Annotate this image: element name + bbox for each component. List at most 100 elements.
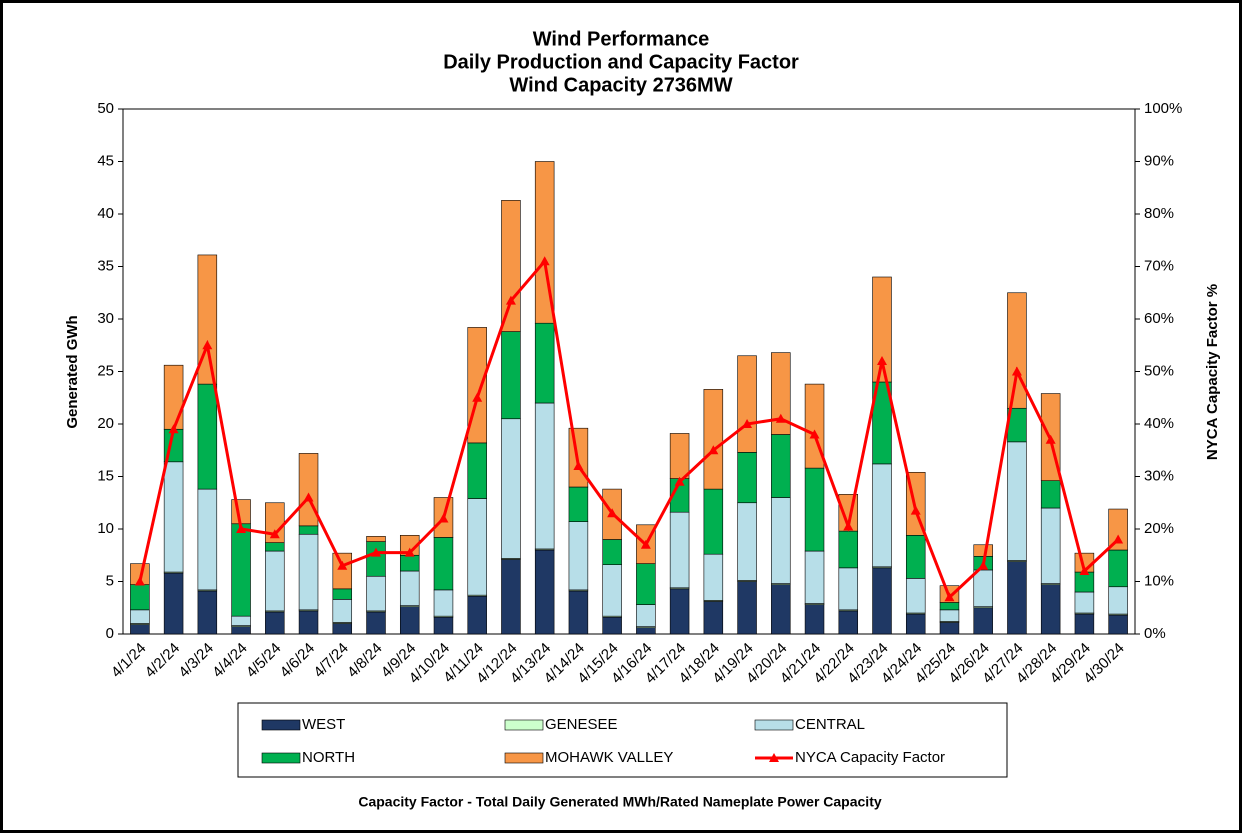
bar-segment [568, 521, 589, 591]
bar-segment [366, 541, 386, 577]
bar-segment [231, 626, 251, 635]
bar-segment [130, 624, 150, 635]
bar-segment [1007, 292, 1027, 409]
bar-segment [905, 578, 926, 614]
bar-segment [804, 550, 825, 604]
line-marker [978, 560, 989, 570]
bar-segment [534, 402, 555, 550]
bar-segment [501, 200, 521, 332]
bar-segment [366, 536, 386, 542]
bar-segment [1108, 614, 1128, 635]
bar-segment [1007, 441, 1027, 561]
bar-segment [1074, 571, 1095, 593]
bar-segment [197, 383, 218, 490]
legend-swatch [504, 752, 544, 764]
line-marker [438, 513, 449, 523]
legend-swatch [754, 719, 794, 731]
line-marker [168, 424, 179, 434]
bar-segment [669, 588, 690, 635]
line-marker [640, 539, 651, 549]
y2-tick-label: 50% [1144, 362, 1174, 379]
chart-title: Daily Production and Capacity Factor [443, 51, 799, 73]
line-marker [809, 429, 820, 439]
bar-segment [602, 539, 622, 566]
y2-tick-label: 20% [1144, 520, 1174, 537]
bar-segment [737, 355, 757, 453]
bar-segment [534, 549, 555, 635]
bar-segment [298, 533, 319, 611]
legend-swatch [261, 719, 301, 731]
y-tick-label: 10 [97, 520, 114, 537]
y2-tick-label: 70% [1144, 257, 1174, 274]
bar-segment [905, 534, 926, 579]
legend-label: CENTRAL [795, 716, 865, 733]
y-tick-label: 35 [97, 257, 114, 274]
line-marker [674, 476, 685, 486]
bar-segment [197, 590, 218, 635]
bar-segment [1108, 586, 1128, 615]
bar-segment [366, 611, 386, 635]
bar-segment [366, 575, 386, 612]
legend-label: WEST [302, 716, 345, 733]
bar-segment [669, 511, 690, 589]
line-marker [202, 340, 213, 350]
bar-segment [231, 499, 251, 525]
bar-segment [602, 564, 622, 617]
bar-segment [838, 530, 859, 569]
legend-label: MOHAWK VALLEY [545, 749, 673, 766]
bar-segment [332, 552, 353, 590]
bar-segment [130, 584, 150, 611]
bar-segment [163, 461, 184, 573]
bar-segment [872, 463, 892, 568]
bar-segment [939, 622, 960, 635]
bar-segment [872, 276, 892, 383]
bar-segment [467, 442, 487, 499]
footnote: Capacity Factor - Total Daily Generated … [358, 794, 882, 810]
legend-label: NYCA Capacity Factor [795, 749, 945, 766]
y-tick-label: 40 [97, 205, 114, 222]
bar-segment [130, 609, 150, 624]
bar-segment [197, 488, 218, 591]
bar-segment [771, 584, 791, 635]
bar-segment [973, 607, 993, 635]
bar-segment [703, 553, 724, 601]
bar-segment [231, 523, 251, 617]
bar-segment [163, 364, 184, 430]
line-marker [236, 524, 247, 533]
y2-tick-label: 60% [1144, 310, 1174, 327]
bar-segment [737, 452, 757, 504]
y-tick-label: 45 [97, 152, 114, 169]
y2-tick-label: 80% [1144, 205, 1174, 222]
bar-segment [332, 623, 353, 635]
bar-segment [332, 599, 353, 623]
bar-segment [265, 611, 285, 635]
bar-segment [467, 498, 487, 596]
line-marker [708, 445, 719, 455]
bar-segment [737, 581, 757, 635]
bar-segment [703, 601, 724, 635]
bar-segment [1040, 507, 1061, 584]
bar-segment [433, 589, 454, 617]
y-tick-label: 15 [97, 467, 114, 484]
bar-segment [1007, 561, 1027, 635]
bar-segment [703, 488, 724, 555]
bar-segment [636, 604, 656, 627]
line-marker [472, 392, 483, 402]
bar-segment [265, 550, 285, 612]
bar-segment [838, 567, 859, 611]
bar-segment [1074, 613, 1095, 635]
line-marker [337, 560, 348, 570]
y-tick-label: 50 [97, 100, 114, 117]
bar-segment [973, 544, 993, 557]
bar-segment [501, 418, 521, 559]
bar-segment [534, 322, 555, 404]
legend-swatch [769, 753, 779, 762]
line-marker [404, 547, 415, 557]
line-marker [1011, 366, 1022, 376]
line-marker [607, 508, 618, 518]
bar-segment [973, 569, 993, 608]
y-tick-label: 20 [97, 415, 114, 432]
bar-segment [231, 615, 251, 626]
bar-segment [771, 352, 791, 435]
line-marker [1113, 534, 1124, 544]
